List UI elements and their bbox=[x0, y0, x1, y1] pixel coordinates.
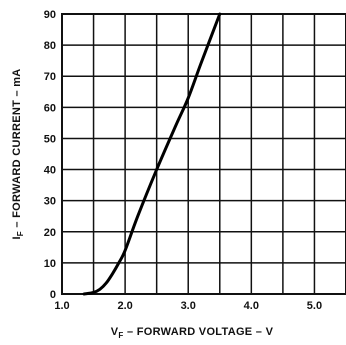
y-tick-label: 50 bbox=[44, 133, 56, 145]
y-tick-label: 80 bbox=[44, 40, 56, 52]
y-axis-label: IF – FORWARD CURRENT – mA bbox=[11, 68, 25, 239]
series-layer bbox=[82, 12, 222, 296]
y-tick-label: 0 bbox=[50, 289, 56, 301]
x-tick-label: 2.0 bbox=[117, 300, 132, 312]
y-tick-label: 40 bbox=[44, 165, 56, 177]
x-tick-labels: 1.0 2.0 3.0 4.0 5.0 bbox=[54, 300, 322, 312]
y-tick-label: 70 bbox=[44, 71, 56, 83]
y-tick-label: 90 bbox=[44, 9, 56, 21]
y-tick-label: 20 bbox=[44, 227, 56, 239]
x-tick-label: 1.0 bbox=[54, 300, 69, 312]
y-tick-labels: 0 10 20 30 40 50 60 70 80 90 bbox=[44, 9, 56, 301]
plot-frame bbox=[61, 13, 346, 295]
x-tick-label: 5.0 bbox=[307, 300, 322, 312]
x-axis-label: VF – FORWARD VOLTAGE – V bbox=[111, 326, 274, 340]
y-tick-label: 10 bbox=[44, 258, 56, 270]
forward-current-curve bbox=[82, 12, 222, 296]
y-tick-label: 30 bbox=[44, 196, 56, 208]
grid bbox=[61, 13, 346, 295]
x-tick-label: 4.0 bbox=[244, 300, 259, 312]
x-tick-label: 3.0 bbox=[181, 300, 196, 312]
y-tick-label: 60 bbox=[44, 102, 56, 114]
